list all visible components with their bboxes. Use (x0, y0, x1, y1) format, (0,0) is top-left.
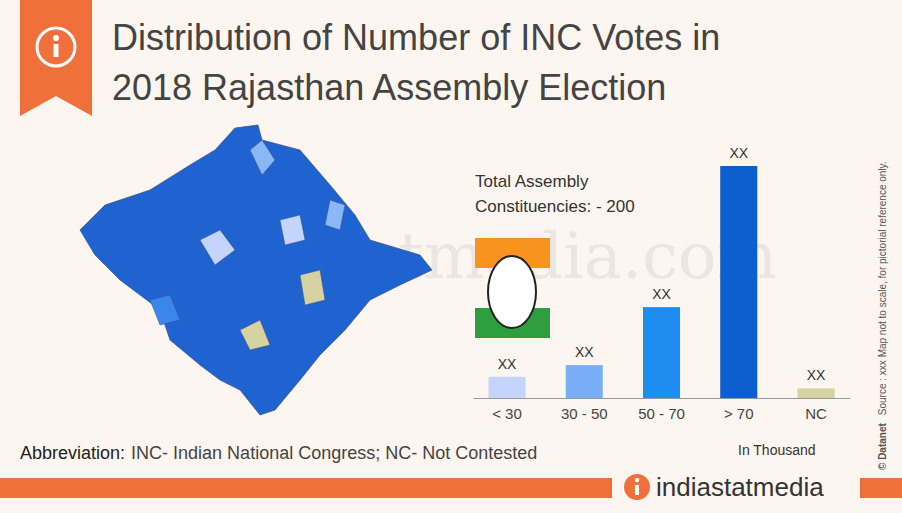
data-label: XX (729, 145, 748, 161)
x-tick-label: 50 - 70 (638, 405, 685, 422)
x-tick: 50 - 70 (638, 398, 685, 422)
bar (488, 377, 525, 398)
bar (566, 365, 603, 398)
map-region (325, 200, 345, 230)
banner (20, 0, 92, 116)
data-label: XX (575, 344, 594, 360)
bar (720, 166, 757, 398)
x-tick: < 30 (492, 398, 522, 422)
abbreviation-body: INC- Indian National Congress; NC- Not C… (131, 443, 537, 463)
abbreviation: Abbreviation: INC- Indian National Congre… (20, 443, 537, 463)
x-tick-label: NC (805, 405, 827, 422)
x-unit: In Thousand (738, 442, 816, 458)
map-region (150, 295, 180, 325)
banner-icon-dot (53, 35, 59, 41)
x-tick: > 70 (724, 398, 754, 422)
x-tick-label: < 30 (492, 405, 522, 422)
map-region (250, 140, 275, 175)
title: Distribution of Number of INC Votes in20… (112, 17, 720, 108)
logo-icon-dot (635, 478, 639, 482)
banner-icon (37, 28, 75, 66)
bar (643, 307, 680, 398)
background (0, 0, 902, 513)
total-note: Total AssemblyConstituencies: - 200 (475, 172, 635, 216)
symbol-hand (488, 256, 536, 328)
bar (797, 388, 834, 398)
map-region (240, 320, 270, 350)
map-region (280, 215, 305, 245)
source-note: © Datanet Source : xxx Map not to scale, … (877, 161, 888, 470)
data-label: XX (652, 286, 671, 302)
map-region (300, 270, 325, 305)
abbreviation-head: Abbreviation: (20, 443, 125, 463)
logo-icon-bar (635, 485, 639, 495)
map (80, 125, 432, 415)
data-label: XX (498, 356, 517, 372)
x-tick-label: > 70 (724, 405, 754, 422)
x-tick-label: 30 - 50 (561, 405, 608, 422)
x-axis: < 30 30 - 50 50 - 70 > 70 NC (474, 398, 851, 422)
copyright: © Datanet (877, 423, 888, 470)
map-region (200, 230, 235, 265)
x-tick: 30 - 50 (561, 398, 608, 422)
x-axis-line (474, 398, 851, 399)
logo-icon (624, 474, 650, 500)
source: Source : xxx Map not to scale, for picto… (877, 161, 888, 415)
x-tick: NC (805, 398, 827, 422)
logo: indiastatmedia (656, 472, 824, 502)
data-label: XX (807, 367, 826, 383)
banner-icon-bar (54, 44, 59, 57)
data-labels: XX XX XX XX XX (498, 145, 826, 383)
logo-box (612, 466, 860, 508)
bars (488, 166, 834, 398)
